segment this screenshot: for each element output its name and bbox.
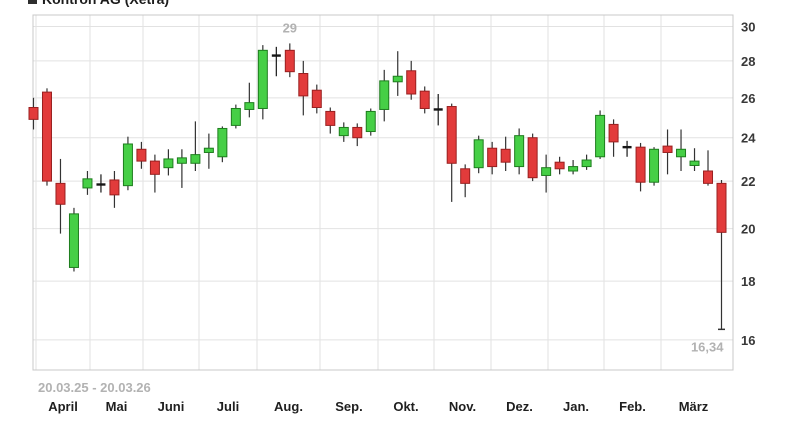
candle bbox=[41, 88, 52, 186]
candle bbox=[473, 135, 484, 174]
candle bbox=[392, 51, 403, 96]
candle bbox=[554, 156, 565, 175]
candle bbox=[149, 154, 160, 193]
plot-border bbox=[32, 14, 734, 371]
candle bbox=[28, 97, 39, 130]
y-axis-label: 18 bbox=[741, 274, 755, 289]
chart-legend: Kontron AG (Xetra) bbox=[28, 0, 169, 7]
candle bbox=[365, 108, 376, 136]
high-annotation: 29 bbox=[283, 20, 297, 35]
candle bbox=[406, 60, 417, 100]
x-axis-label: Dez. bbox=[506, 399, 533, 414]
x-axis-label: Juli bbox=[217, 399, 239, 414]
candle bbox=[136, 141, 147, 169]
candle bbox=[662, 129, 673, 175]
candle bbox=[338, 122, 349, 142]
candle bbox=[68, 207, 79, 272]
x-axis-label: Jan. bbox=[563, 399, 589, 414]
candle bbox=[82, 170, 93, 195]
candle bbox=[595, 110, 606, 159]
candle bbox=[230, 104, 241, 129]
y-axis-label: 28 bbox=[741, 54, 755, 69]
candle bbox=[622, 140, 632, 157]
candle bbox=[203, 133, 214, 169]
candle bbox=[689, 148, 700, 171]
low-annotation: 16,34 bbox=[691, 339, 724, 354]
x-axis-label: Feb. bbox=[619, 399, 646, 414]
candle bbox=[649, 147, 660, 186]
x-axis-label: Juni bbox=[158, 399, 185, 414]
candle bbox=[163, 149, 174, 176]
x-axis-label: Sep. bbox=[335, 399, 362, 414]
y-axis-label: 20 bbox=[741, 222, 755, 237]
y-axis-label: 22 bbox=[741, 174, 755, 189]
y-axis-label: 16 bbox=[741, 333, 755, 348]
candle bbox=[581, 154, 592, 170]
candle bbox=[500, 136, 511, 171]
candle bbox=[352, 123, 363, 147]
candle bbox=[608, 119, 619, 157]
candle bbox=[257, 45, 268, 120]
candle bbox=[703, 150, 714, 186]
candle bbox=[271, 46, 281, 77]
x-axis-label: Nov. bbox=[449, 399, 476, 414]
x-axis-label: Okt. bbox=[393, 399, 418, 414]
candle bbox=[487, 141, 498, 175]
candle bbox=[635, 142, 646, 192]
candle bbox=[244, 82, 255, 118]
candle bbox=[419, 86, 430, 114]
candle bbox=[433, 94, 443, 126]
chart-title: Kontron AG (Xetra) bbox=[42, 0, 169, 7]
candle bbox=[514, 128, 525, 175]
candle bbox=[122, 136, 133, 191]
date-range-label: 20.03.25 - 20.03.26 bbox=[38, 380, 151, 395]
y-axis-label: 24 bbox=[741, 131, 756, 146]
candle bbox=[298, 60, 309, 116]
candle bbox=[176, 149, 187, 188]
candle bbox=[541, 154, 552, 193]
candle bbox=[676, 129, 687, 171]
candle bbox=[446, 103, 457, 202]
candle bbox=[379, 69, 390, 122]
candle bbox=[109, 170, 120, 208]
candle bbox=[55, 158, 66, 234]
x-axis-label: April bbox=[48, 399, 78, 414]
candle bbox=[217, 126, 228, 163]
x-axis-label: März bbox=[679, 399, 709, 414]
candle bbox=[568, 160, 579, 175]
legend-square-icon bbox=[28, 0, 37, 4]
x-axis-label: Mai bbox=[106, 399, 128, 414]
candle bbox=[96, 174, 106, 193]
y-axis-label: 30 bbox=[741, 19, 755, 34]
candle bbox=[190, 121, 201, 171]
candle bbox=[716, 179, 727, 331]
candle bbox=[325, 107, 336, 134]
candle bbox=[311, 84, 322, 114]
y-axis-label: 26 bbox=[741, 91, 755, 106]
candle bbox=[460, 164, 471, 198]
x-axis-label: Aug. bbox=[274, 399, 303, 414]
candle bbox=[284, 43, 295, 78]
candle bbox=[527, 133, 538, 182]
